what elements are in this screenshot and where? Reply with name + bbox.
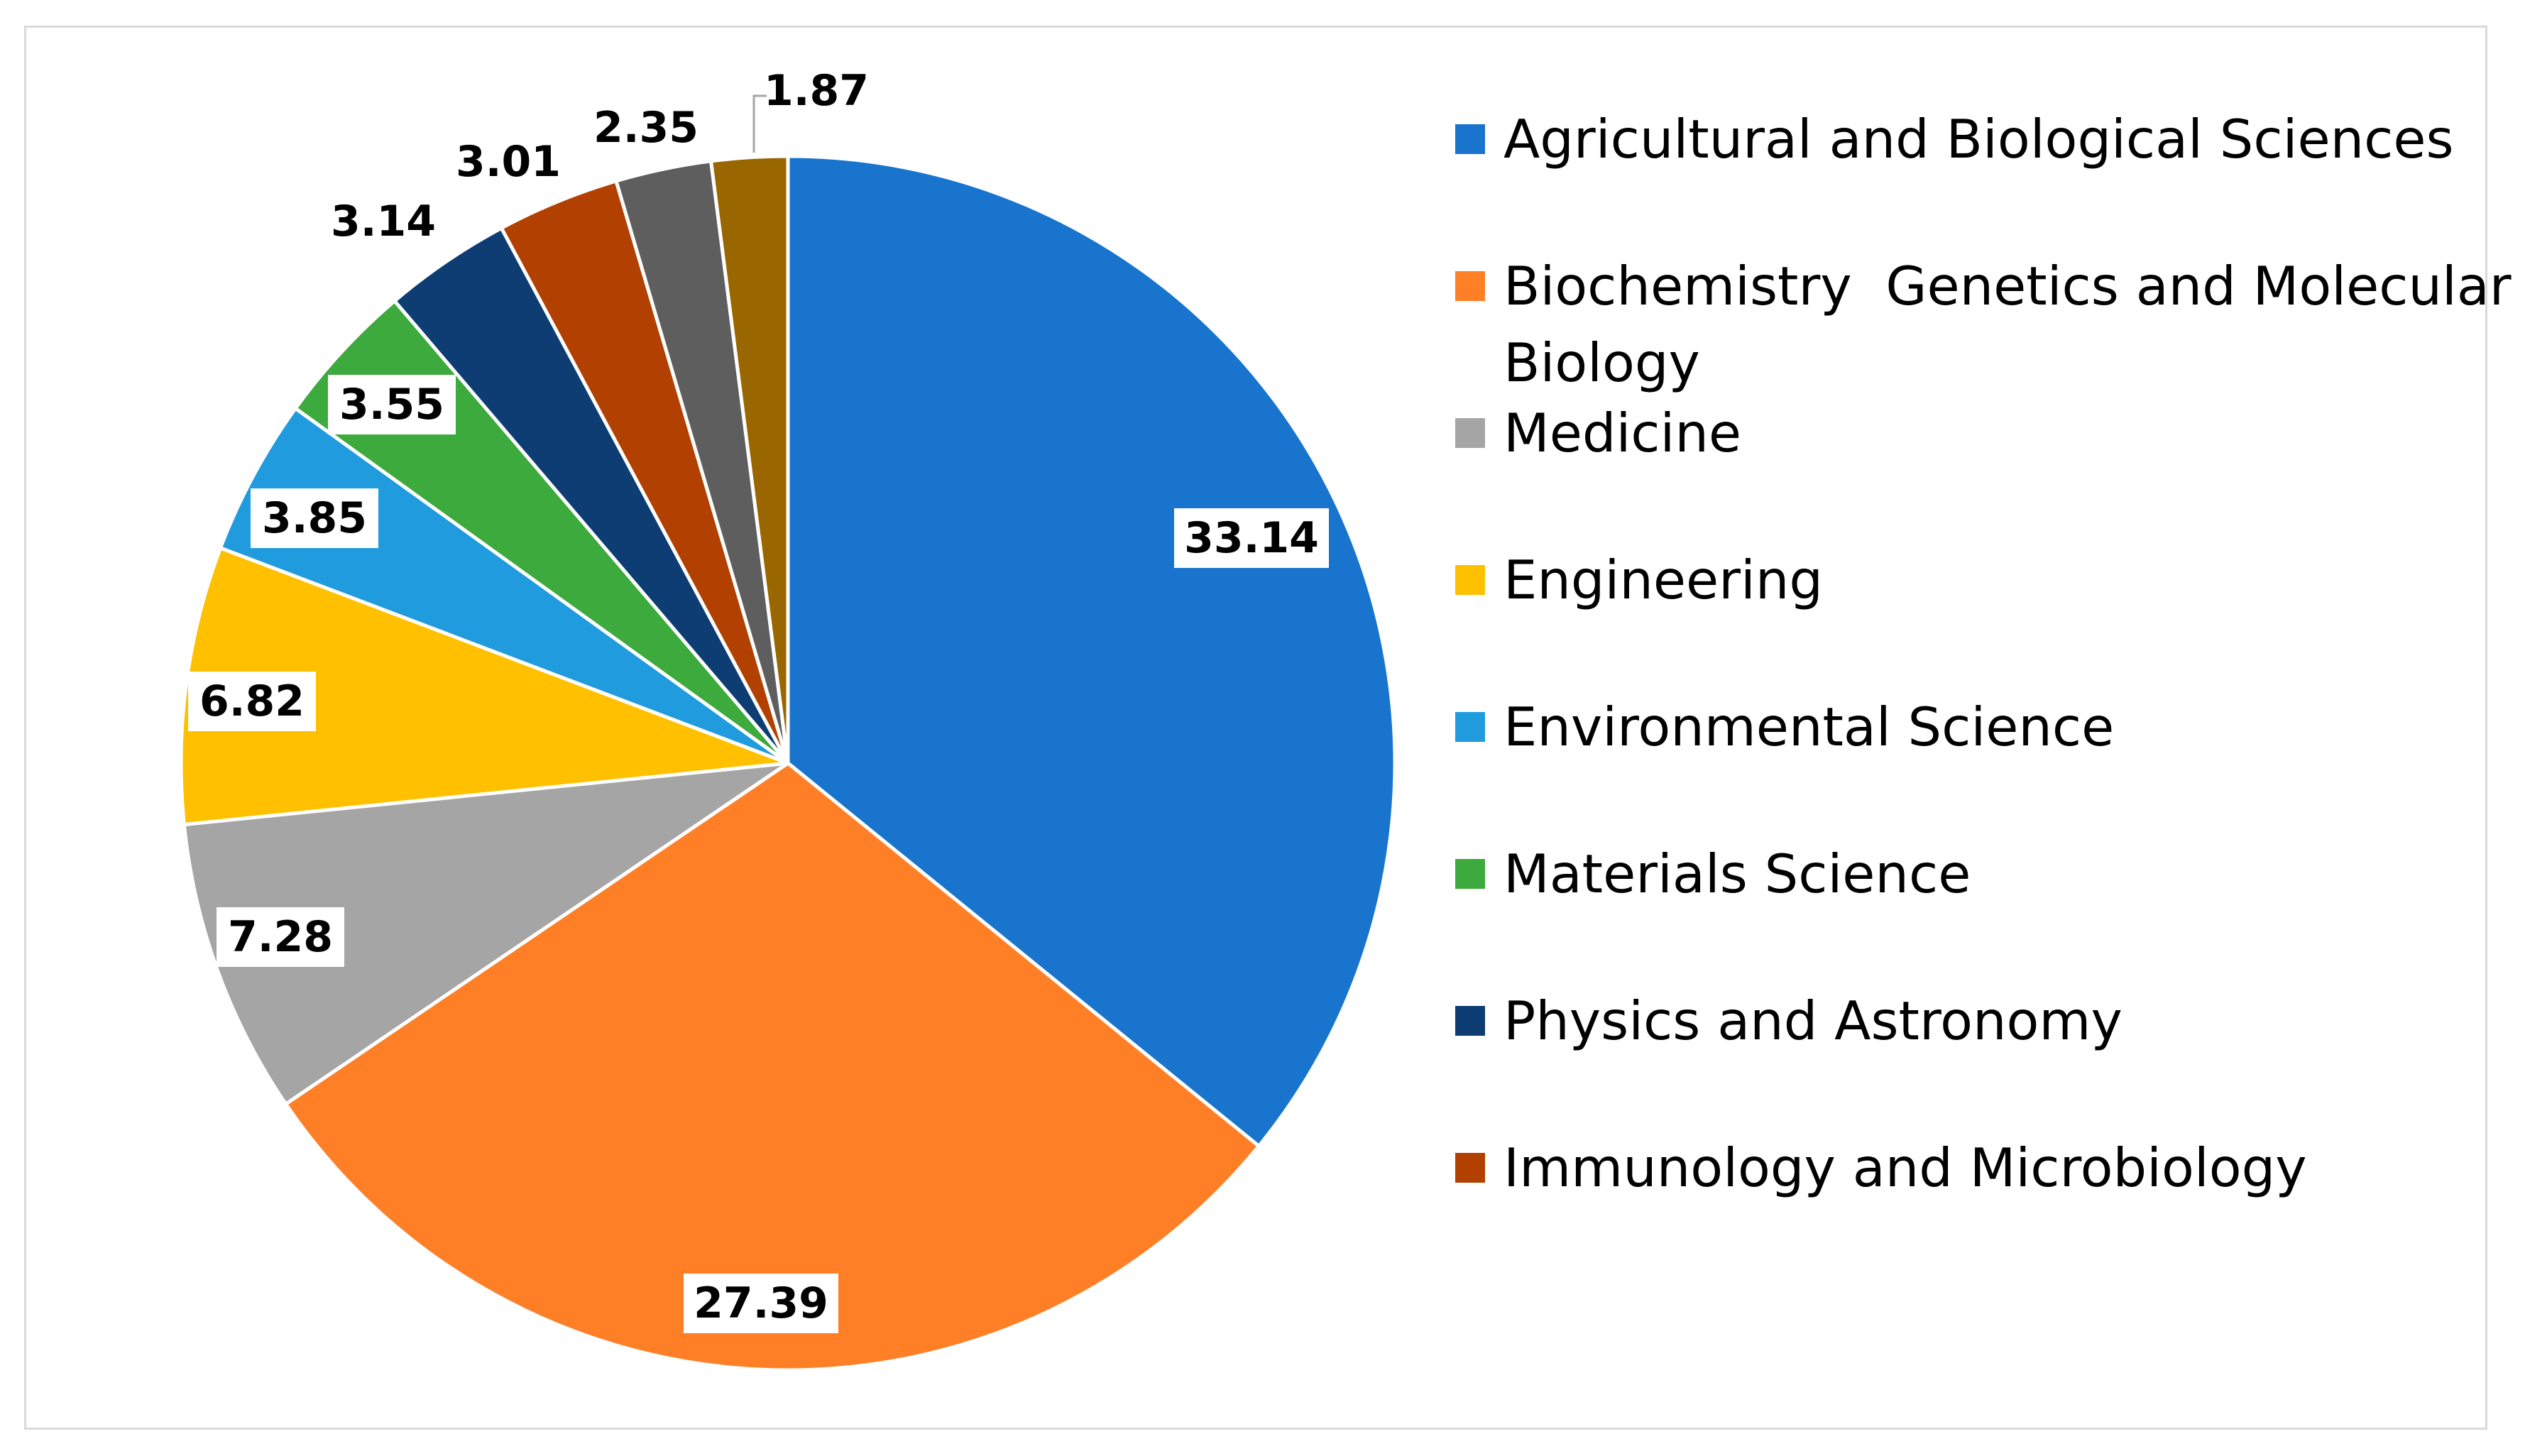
data-label-3: 7.28 xyxy=(217,907,344,967)
data-label-9: 2.35 xyxy=(593,103,699,153)
legend-entry-7: Physics and Astronomy xyxy=(1455,990,2122,1052)
pie-slices xyxy=(179,154,1397,1372)
data-label-4: 6.82 xyxy=(188,672,316,731)
legend-swatch-6 xyxy=(1455,859,1485,889)
pie-slice-2 xyxy=(283,760,1261,1372)
data-label-box-3 xyxy=(217,907,344,967)
legend: Agricultural and Biological Sciences Bioc… xyxy=(1455,108,2512,1199)
legend-label-2-line-2: Biology xyxy=(1503,332,1700,394)
leader-lines xyxy=(752,94,767,153)
legend-swatch-8 xyxy=(1455,1153,1485,1183)
data-label-box-5 xyxy=(251,488,378,548)
data-label-box-1 xyxy=(1174,508,1329,568)
legend-swatch-1 xyxy=(1455,124,1485,154)
legend-label-5: Environmental Science xyxy=(1503,696,2114,758)
data-label-box-6 xyxy=(328,375,456,434)
legend-entry-8: Immunology and Microbiology xyxy=(1455,1137,2307,1199)
data-label-text-9: 2.35 xyxy=(593,103,699,153)
legend-entry-4: Engineering xyxy=(1455,549,1823,611)
data-label-text-4: 6.82 xyxy=(199,677,305,726)
legend-entry-3: Medicine xyxy=(1455,402,1741,464)
legend-entry-1: Agricultural and Biological Sciences xyxy=(1455,108,2454,170)
pie-slice-4 xyxy=(179,545,789,827)
legend-label-7: Physics and Astronomy xyxy=(1503,990,2122,1052)
data-label-text-3: 7.28 xyxy=(228,912,333,962)
data-labels: 33.14 27.39 7.28 6.82 3.85 3.55 3.14 3.01 2.35 1.… xyxy=(188,66,1329,1333)
data-label-6: 3.55 xyxy=(328,375,456,434)
legend-label-6: Materials Science xyxy=(1503,843,1971,905)
data-label-text-8: 3.01 xyxy=(456,137,561,187)
legend-swatch-7 xyxy=(1455,1006,1485,1036)
legend-entry-5: Environmental Science xyxy=(1455,696,2114,758)
data-label-10: 1.87 xyxy=(764,66,869,116)
data-label-5: 3.85 xyxy=(251,488,378,548)
data-label-box-2 xyxy=(684,1274,838,1333)
legend-swatch-5 xyxy=(1455,712,1485,742)
data-label-text-7: 3.14 xyxy=(331,197,436,246)
pie-slice-10 xyxy=(708,154,790,764)
data-label-2: 27.39 xyxy=(684,1274,838,1333)
legend-swatch-4 xyxy=(1455,565,1485,595)
legend-entry-2: Biochemistry Genetics and Molecular Biolo… xyxy=(1455,255,2512,394)
data-label-text-2: 27.39 xyxy=(694,1279,828,1328)
data-label-text-5: 3.85 xyxy=(262,493,367,543)
data-label-text-6: 3.55 xyxy=(339,380,444,429)
data-label-8: 3.01 xyxy=(456,137,561,187)
pie-slice-3 xyxy=(182,761,789,1107)
pie-slice-1 xyxy=(786,154,1397,1149)
legend-label-3: Medicine xyxy=(1503,402,1741,464)
legend-swatch-3 xyxy=(1455,418,1485,448)
legend-label-2: Biochemistry Genetics and Molecular xyxy=(1503,255,2512,317)
leader-line-1-87 xyxy=(752,94,767,153)
legend-label-1: Agricultural and Biological Sciences xyxy=(1503,108,2454,170)
data-label-7: 3.14 xyxy=(331,197,436,246)
data-label-box-4 xyxy=(188,672,316,731)
data-label-1: 33.14 xyxy=(1174,508,1329,568)
data-label-text-10: 1.87 xyxy=(764,66,869,116)
legend-label-8: Immunology and Microbiology xyxy=(1503,1137,2307,1199)
legend-swatch-2 xyxy=(1455,271,1485,301)
legend-label-4: Engineering xyxy=(1503,549,1823,611)
data-label-text-1: 33.14 xyxy=(1184,513,1319,563)
legend-entry-6: Materials Science xyxy=(1455,843,1971,905)
